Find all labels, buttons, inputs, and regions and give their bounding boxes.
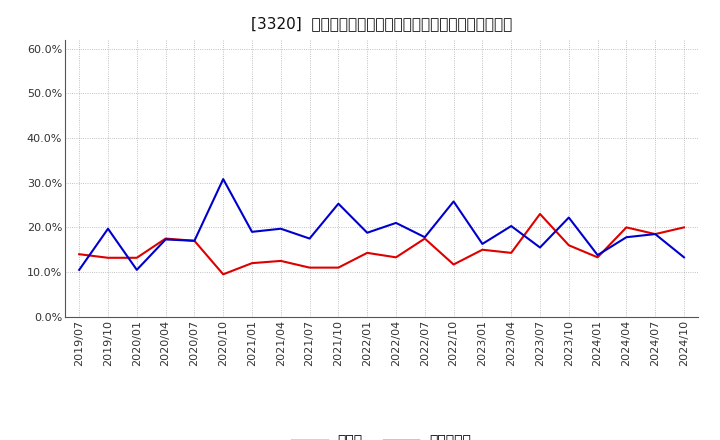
Title: [3320]  現須金、有利子負債の総資産に対する比率の推移: [3320] 現須金、有利子負債の総資産に対する比率の推移 bbox=[251, 16, 512, 32]
Legend: 現須金, 有利子負債: 現須金, 有利子負債 bbox=[287, 429, 477, 440]
